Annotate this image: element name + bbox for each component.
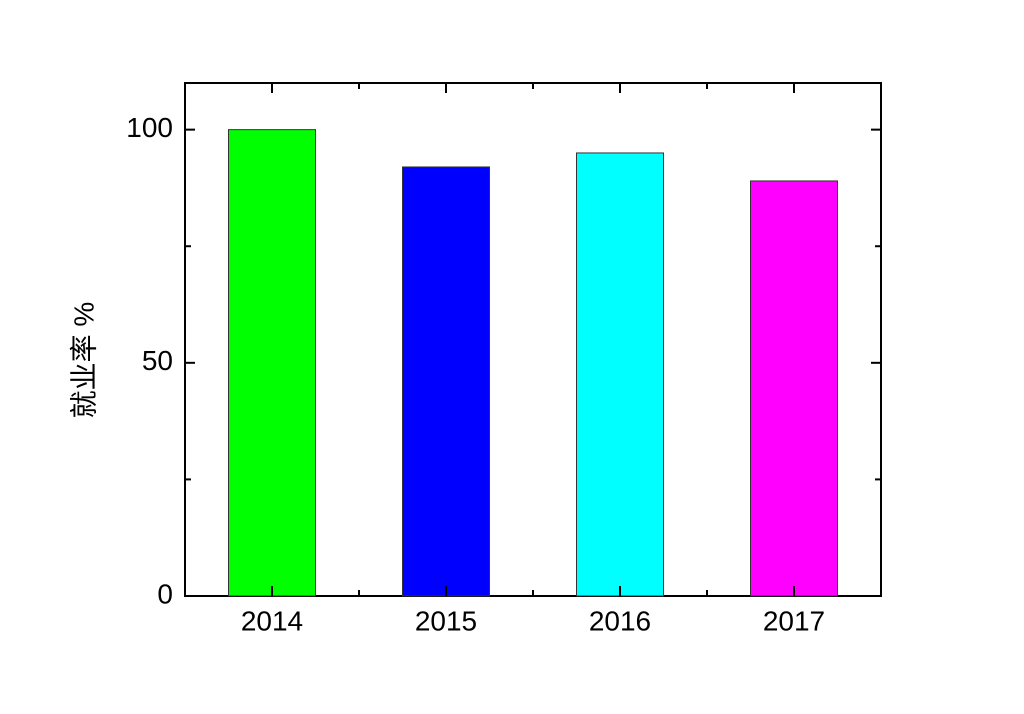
x-tick-label: 2015	[415, 605, 477, 636]
y-axis-label: 就业率 %	[68, 302, 99, 419]
x-tick-label: 2017	[763, 605, 825, 636]
bar	[576, 152, 664, 597]
x-tick-label: 2016	[589, 605, 651, 636]
bar	[402, 166, 490, 597]
bar	[228, 129, 316, 597]
x-tick-label: 2014	[241, 605, 303, 636]
y-tick-label: 0	[157, 578, 173, 609]
y-tick-label: 100	[126, 112, 173, 143]
bar	[750, 180, 838, 597]
y-tick-label: 50	[142, 345, 173, 376]
